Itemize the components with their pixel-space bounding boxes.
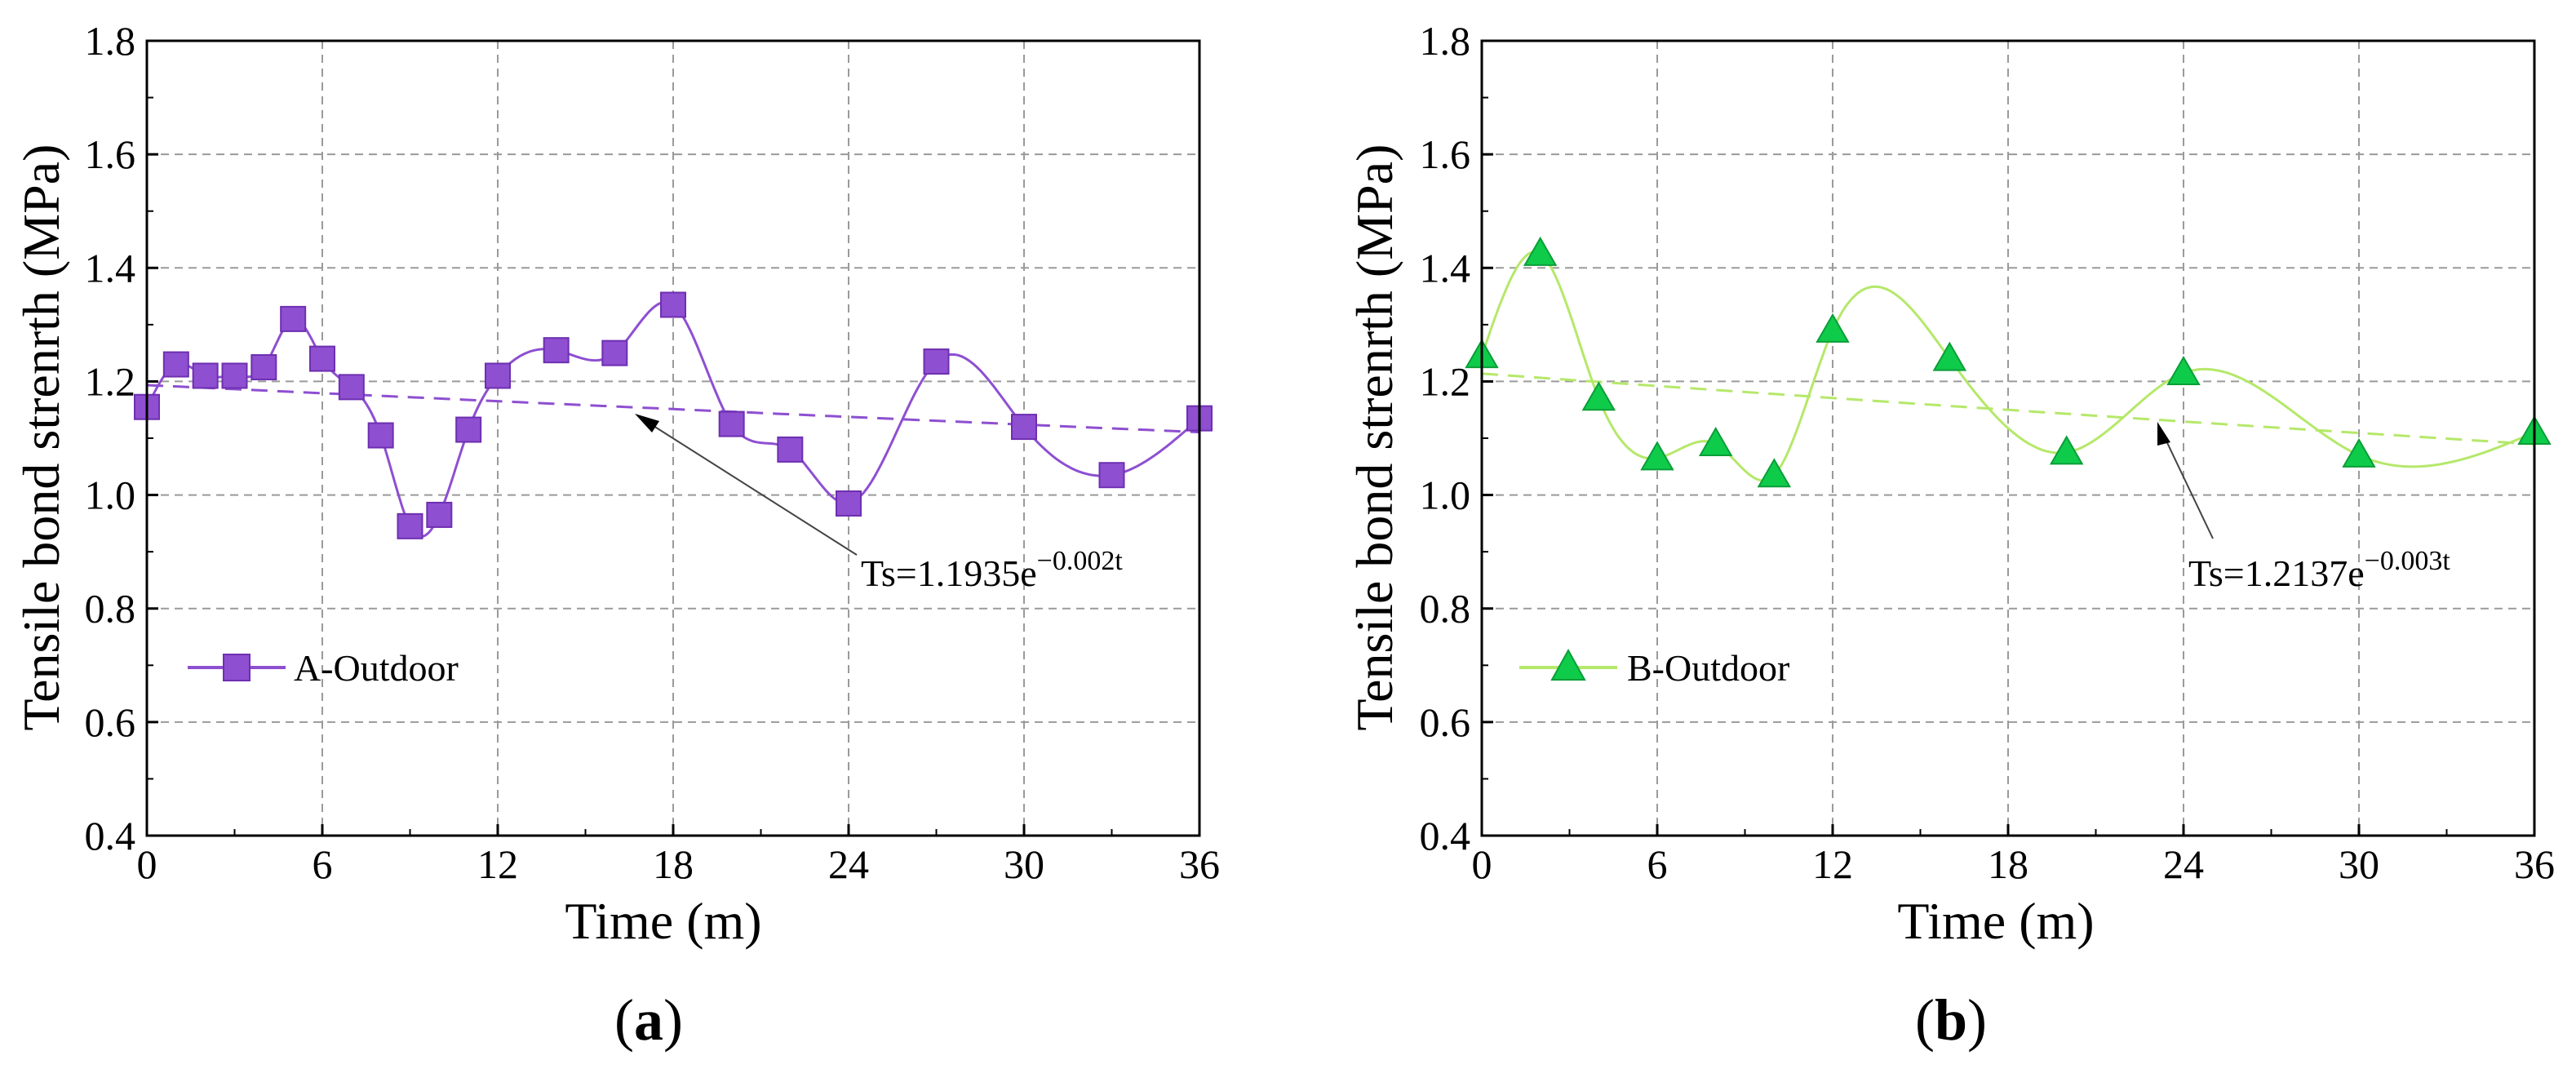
x-tick-label: 24: [2163, 841, 2204, 887]
fit-annotation-a: Ts=1.1935e−0.002t: [635, 414, 1123, 594]
fit-arrow-line-b: [2161, 432, 2214, 539]
y-tick-label: 0.8: [85, 586, 136, 632]
data-point: [162, 351, 189, 378]
fit-arrow-head-a: [635, 414, 659, 432]
y-tick-label: 1.4: [85, 245, 136, 291]
data-point: [836, 490, 862, 517]
x-tick-label: 0: [1472, 841, 1492, 887]
y-axis-title-a: Tensile bond strenrth (MPa): [12, 144, 70, 731]
x-tick-label: 36: [1179, 841, 1220, 887]
data-point: [543, 337, 570, 364]
grid-lines-b: [1482, 41, 2534, 836]
data-point: [1757, 458, 1792, 488]
data-point: [660, 291, 686, 318]
x-tick-label: 30: [2339, 841, 2379, 887]
data-point: [192, 362, 219, 389]
y-tick-label: 0.4: [1420, 813, 1471, 858]
panel-label-b: (b): [1915, 987, 1987, 1053]
legend-label-a: A-Outdoor: [294, 647, 459, 689]
y-tick-label: 0.6: [85, 699, 136, 745]
data-point: [1816, 313, 1850, 343]
x-tick-label: 18: [1988, 841, 2028, 887]
legend-marker-b: [1550, 648, 1586, 681]
data-point: [221, 362, 248, 389]
data-point: [2342, 437, 2376, 468]
fit-arrow-head-b: [2157, 422, 2170, 446]
data-point: [280, 305, 307, 332]
data-point: [1011, 414, 1037, 441]
y-tick-label: 1.0: [85, 472, 136, 518]
y-tick-label: 1.8: [1420, 18, 1471, 64]
data-point: [485, 362, 511, 389]
x-tick-label: 0: [137, 841, 157, 887]
y-tick-label: 1.4: [1420, 245, 1471, 291]
grid-lines-a: [147, 41, 1199, 836]
data-point: [777, 436, 804, 463]
data-point: [338, 374, 365, 401]
x-axis-title-b: Time (m): [1897, 892, 2094, 950]
data-point: [426, 501, 453, 528]
x-tick-label: 12: [1812, 841, 1853, 887]
panel-label-a: (a): [614, 987, 683, 1053]
legend-b: B-Outdoor: [1519, 647, 1789, 689]
y-tick-label: 1.2: [85, 358, 136, 404]
x-tick-label: 24: [828, 841, 869, 887]
data-point: [1523, 236, 1558, 266]
chart-panel-b: 0 6 12 18 24 30 36 0.4 0.6 0.8 1.0 1.2 1.4 1.6 1.8 Tim…: [1346, 18, 2555, 1053]
plot-frame-b: [1480, 39, 2536, 837]
data-point: [367, 422, 394, 449]
axis-ticks-b: 0 6 12 18 24 30 36 0.4 0.6 0.8 1.0 1.2 1.4 1.6 1.8: [1420, 18, 2556, 887]
fit-equation-a: Ts=1.1935e−0.002t: [861, 546, 1123, 594]
data-point: [718, 410, 745, 437]
data-point: [1581, 381, 1616, 411]
legend-marker-a: [223, 654, 251, 681]
x-tick-label: 30: [1004, 841, 1044, 887]
data-point: [1640, 441, 1674, 471]
x-tick-label: 18: [653, 841, 694, 887]
x-axis-title-a: Time (m): [565, 892, 761, 950]
fit-curve: [146, 384, 1200, 434]
series-line: [1480, 251, 2535, 482]
y-axis-title-b: Tensile bond strenrth (MPa): [1346, 144, 1403, 731]
fit-annotation-b: Ts=1.2137e−0.003t: [2157, 422, 2450, 594]
legend-label-b: B-Outdoor: [1627, 647, 1789, 689]
fit-arrow-line-a: [644, 419, 858, 556]
data-point: [2166, 355, 2201, 385]
data-point: [251, 354, 277, 381]
data-point: [1932, 341, 1967, 371]
y-tick-label: 0.4: [85, 813, 136, 858]
chart-panel-a: 0 6 12 18 24 30 36 0.4 0.6 0.8 1.0 1.2 1.4 1.6 1.8 Tim…: [12, 18, 1220, 1053]
x-tick-label: 36: [2514, 841, 2555, 887]
data-point: [397, 512, 423, 539]
data-point: [1698, 426, 1733, 456]
axis-ticks-a: 0 6 12 18 24 30 36 0.4 0.6 0.8 1.0 1.2 1.4 1.6 1.8: [85, 18, 1221, 887]
y-tick-label: 1.2: [1420, 358, 1471, 404]
y-tick-label: 1.6: [1420, 131, 1471, 177]
data-point: [2049, 435, 2084, 465]
series-a-outdoor: [134, 291, 1213, 539]
fit-curve: [1481, 372, 2535, 446]
y-tick-label: 0.8: [1420, 586, 1471, 632]
x-tick-label: 6: [313, 841, 333, 887]
data-point: [455, 416, 482, 443]
y-tick-label: 0.6: [1420, 699, 1471, 745]
legend-a: A-Outdoor: [188, 647, 459, 689]
fit-equation-b: Ts=1.2137e−0.003t: [2188, 546, 2450, 594]
y-tick-label: 1.8: [85, 18, 136, 64]
data-point: [309, 345, 335, 372]
x-tick-label: 12: [477, 841, 518, 887]
data-point: [923, 348, 950, 375]
data-point: [1098, 462, 1125, 489]
x-tick-label: 6: [1647, 841, 1668, 887]
y-tick-label: 1.0: [1420, 472, 1471, 518]
data-point: [601, 339, 628, 366]
y-tick-label: 1.6: [85, 131, 136, 177]
